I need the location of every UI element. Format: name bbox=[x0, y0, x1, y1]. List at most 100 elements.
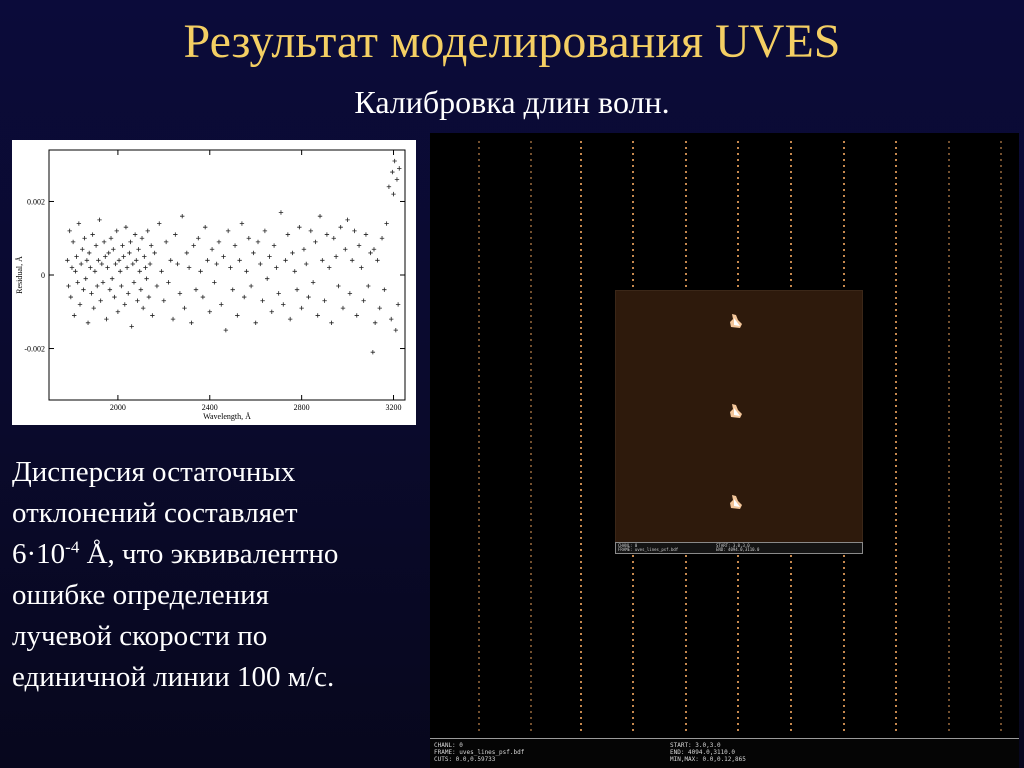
data-point bbox=[180, 213, 185, 219]
image-status-panel: CHANL: 0 FRAME: uves_lines_psf.bdf CUTS:… bbox=[430, 738, 1019, 768]
data-point bbox=[285, 232, 291, 237]
data-point bbox=[320, 258, 325, 263]
zoom-info-text: FRAME: uves_lines_psf.bdf bbox=[618, 547, 679, 552]
data-point bbox=[97, 217, 102, 223]
text-fragment: 6·10 bbox=[12, 538, 66, 570]
data-point bbox=[394, 177, 400, 182]
data-point bbox=[345, 217, 350, 223]
data-point bbox=[301, 247, 307, 252]
data-point bbox=[89, 291, 94, 296]
data-point bbox=[343, 247, 348, 252]
data-point bbox=[106, 250, 111, 256]
echelle-spectrum-image: CHANL: 0 FRAME: uves_lines_psf.bdf START… bbox=[430, 133, 1019, 768]
data-point bbox=[202, 225, 208, 230]
data-point bbox=[287, 316, 293, 322]
data-point bbox=[177, 291, 183, 296]
data-point bbox=[127, 250, 132, 256]
data-point bbox=[274, 265, 279, 270]
data-point bbox=[292, 269, 297, 274]
data-point bbox=[306, 294, 311, 300]
data-point bbox=[200, 294, 206, 300]
data-point bbox=[276, 291, 281, 296]
data-point bbox=[93, 243, 99, 248]
data-point bbox=[370, 350, 376, 355]
data-point bbox=[251, 250, 256, 256]
data-point bbox=[331, 236, 336, 241]
data-point bbox=[336, 283, 341, 289]
data-point bbox=[114, 228, 119, 234]
data-point bbox=[112, 294, 117, 300]
data-point bbox=[161, 298, 167, 303]
data-point bbox=[262, 228, 268, 234]
data-point bbox=[253, 320, 258, 325]
data-point bbox=[191, 243, 196, 248]
data-point bbox=[123, 225, 129, 230]
data-point bbox=[356, 243, 362, 248]
data-point bbox=[149, 243, 154, 248]
data-point bbox=[354, 313, 359, 318]
text-line: отклонений составляет bbox=[12, 497, 298, 529]
zoom-info-text: END: 4094.0,3110.0 bbox=[716, 547, 760, 552]
data-point bbox=[126, 291, 131, 296]
y-tick-label: -0.002 bbox=[24, 345, 45, 354]
data-point bbox=[118, 269, 123, 274]
status-line: MIN,MAX: 0.0,0.12,865 bbox=[670, 756, 746, 763]
data-point bbox=[278, 210, 284, 215]
data-point bbox=[248, 283, 254, 289]
zoom-info-text: CHANL: 0 bbox=[618, 543, 638, 548]
data-point bbox=[163, 239, 169, 245]
text-line: 6·10-4 Å, что эквивалентно bbox=[12, 534, 417, 575]
spectral-order-strip bbox=[530, 141, 532, 733]
data-point bbox=[96, 258, 101, 263]
data-point bbox=[347, 291, 353, 296]
psf-spot bbox=[730, 404, 742, 418]
data-point bbox=[379, 236, 385, 241]
y-axis-ticks: 0.002 0 -0.002 bbox=[24, 197, 405, 354]
data-point bbox=[290, 250, 295, 256]
data-point bbox=[392, 158, 397, 164]
data-point bbox=[182, 305, 187, 311]
x-tick-label: 3200 bbox=[386, 403, 402, 412]
data-point bbox=[390, 169, 395, 175]
data-point bbox=[375, 258, 380, 263]
data-point bbox=[361, 298, 366, 303]
data-point bbox=[68, 294, 74, 300]
data-point bbox=[98, 298, 103, 303]
data-point bbox=[221, 254, 226, 259]
data-point bbox=[363, 232, 369, 237]
spectral-order-strip bbox=[478, 141, 480, 733]
data-point bbox=[269, 309, 274, 314]
data-point bbox=[175, 261, 180, 267]
data-point bbox=[214, 261, 219, 267]
data-point bbox=[122, 302, 127, 307]
data-point bbox=[246, 236, 252, 241]
data-point bbox=[107, 287, 113, 292]
data-point bbox=[129, 324, 134, 329]
data-point bbox=[228, 265, 233, 270]
data-point bbox=[281, 302, 286, 307]
data-point bbox=[237, 258, 242, 263]
data-point bbox=[329, 320, 334, 325]
data-point bbox=[186, 265, 192, 270]
status-right-column: START: 3.0,3.0 END: 4094.0,3110.0 MIN,MA… bbox=[670, 742, 746, 763]
data-point bbox=[145, 228, 150, 234]
data-point bbox=[304, 261, 309, 267]
data-point bbox=[393, 327, 399, 333]
text-line: единичной линии 100 м/с. bbox=[12, 661, 335, 693]
residual-plot-panel: 0.002 0 -0.002 2000 2400 2800 3200 Wavelength… bbox=[12, 140, 416, 425]
data-point bbox=[267, 254, 272, 259]
data-point bbox=[136, 247, 141, 252]
data-point bbox=[150, 313, 155, 318]
data-point bbox=[119, 283, 124, 289]
zoom-window bbox=[615, 290, 863, 543]
data-point bbox=[85, 320, 91, 325]
data-point bbox=[147, 261, 153, 267]
data-point bbox=[75, 280, 80, 285]
slide-subtitle: Калибровка длин волн. bbox=[354, 84, 670, 120]
data-point bbox=[264, 276, 270, 281]
data-point bbox=[103, 254, 108, 259]
data-point bbox=[152, 250, 157, 256]
psf-spot bbox=[730, 314, 742, 328]
data-point bbox=[67, 228, 72, 234]
y-tick-label: 0 bbox=[41, 271, 45, 280]
